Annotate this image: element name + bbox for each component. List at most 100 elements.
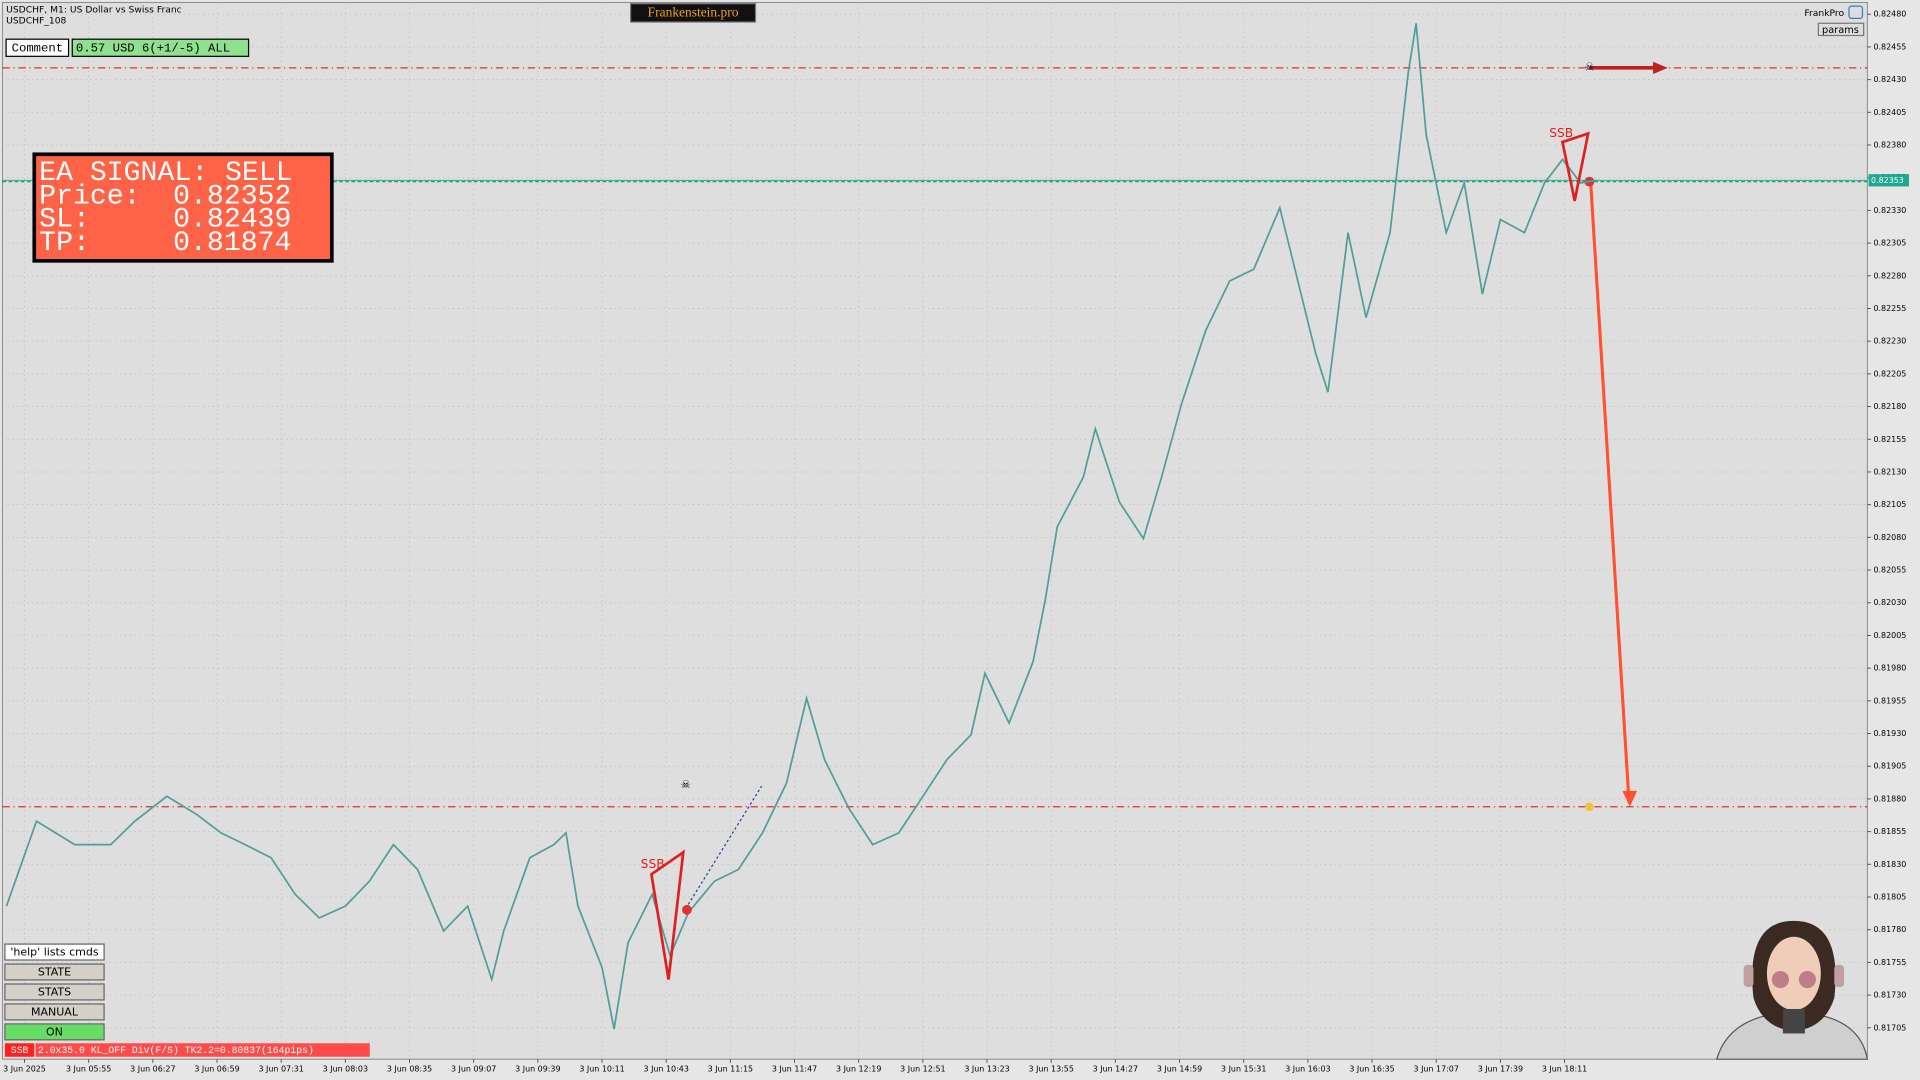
y-tick-label: 0.82030 bbox=[1873, 598, 1906, 607]
comment-label: Comment bbox=[12, 42, 63, 56]
comment-label-box bbox=[5, 38, 70, 57]
y-tick-label: 0.82480 bbox=[1873, 10, 1906, 19]
command-button-label: ON bbox=[46, 1025, 63, 1038]
comment-value: 0.57 USD 6(+1/-5) ALL bbox=[76, 42, 230, 56]
y-tick-label: 0.81780 bbox=[1873, 925, 1906, 934]
x-tick-label: 3 Jun 09:07 bbox=[451, 1064, 496, 1073]
x-tick-label: 3 Jun 07:31 bbox=[258, 1064, 303, 1073]
signal-row-value: 0.82352 bbox=[173, 181, 291, 212]
tp-arrow bbox=[1589, 181, 1631, 795]
button-panel: 'help' lists cmds STATE STATS MANUAL ON bbox=[4, 943, 105, 1041]
x-tick-label: 3 Jun 16:35 bbox=[1349, 1064, 1394, 1073]
x-tick-label: 3 Jun 05:55 bbox=[66, 1064, 111, 1073]
price-line bbox=[5, 23, 1597, 1030]
y-tick-label: 0.81755 bbox=[1873, 958, 1906, 967]
x-tick-label: 3 Jun 12:51 bbox=[900, 1064, 945, 1073]
signal-row-label: TP: bbox=[39, 228, 90, 259]
x-tick-label: 3 Jun 11:15 bbox=[708, 1064, 753, 1073]
y-tick-label: 0.82280 bbox=[1873, 271, 1906, 280]
y-tick-label: 0.82430 bbox=[1873, 75, 1906, 84]
y-tick-label: 0.81930 bbox=[1873, 729, 1906, 738]
signal-title: EA SIGNAL: SELL bbox=[39, 158, 292, 189]
x-tick-label: 3 Jun 18:11 bbox=[1542, 1064, 1587, 1073]
command-button[interactable] bbox=[4, 983, 105, 1001]
y-tick-label: 0.82080 bbox=[1873, 533, 1906, 542]
symbol-label: USDCHF, M1: US Dollar vs Swiss Franc bbox=[6, 4, 182, 15]
y-tick-label: 0.82180 bbox=[1873, 402, 1906, 411]
pattern-label: SSB bbox=[1549, 126, 1573, 140]
y-tick-label: 0.81830 bbox=[1873, 860, 1906, 869]
x-tick-label: 3 Jun 17:39 bbox=[1478, 1064, 1523, 1073]
x-tick-label: 3 Jun 06:27 bbox=[130, 1064, 175, 1073]
tp-marker bbox=[1585, 802, 1594, 812]
user-label: FrankPro bbox=[1804, 8, 1844, 19]
y-tick-label: 0.82455 bbox=[1873, 42, 1906, 51]
skull-icon: ☠ bbox=[1584, 60, 1594, 73]
sl-arrow-head bbox=[1653, 61, 1668, 74]
current-price-tag bbox=[1868, 174, 1909, 187]
y-tick-label: 0.81730 bbox=[1873, 991, 1906, 1000]
pattern-triangle bbox=[649, 849, 685, 980]
pattern-label: SSB bbox=[641, 857, 665, 871]
x-tick-label: 3 Jun 13:23 bbox=[964, 1064, 1009, 1073]
pattern-triangle bbox=[1560, 131, 1590, 202]
y-tick-label: 0.82005 bbox=[1873, 631, 1906, 640]
series bbox=[5, 23, 1597, 1030]
x-tick-label: 3 Jun 06:59 bbox=[194, 1064, 239, 1073]
x-tick-label: 3 Jun 12:19 bbox=[836, 1064, 881, 1073]
current-price-label: 0.82353 bbox=[1871, 176, 1904, 185]
y-tick-label: 0.82330 bbox=[1873, 206, 1906, 215]
skull-icon: ☠ bbox=[681, 778, 691, 791]
command-button-label: STATS bbox=[38, 986, 71, 999]
y-tick-label: 0.82155 bbox=[1873, 435, 1906, 444]
signal-rows: Price: 0.82352 SL: 0.82439 TP: 0.81874 bbox=[39, 181, 291, 259]
x-tick-label: 3 Jun 11:47 bbox=[772, 1064, 817, 1073]
y-tick-label: 0.82255 bbox=[1873, 304, 1906, 313]
command-button-label: 'help' lists cmds bbox=[10, 946, 99, 959]
y-tick-label: 0.82380 bbox=[1873, 141, 1906, 150]
y-tick-label: 0.82305 bbox=[1873, 239, 1906, 248]
command-button[interactable] bbox=[4, 1023, 105, 1041]
command-button-label: STATE bbox=[38, 966, 71, 979]
y-tick-label: 0.82105 bbox=[1873, 500, 1906, 509]
y-tick-label: 0.82205 bbox=[1873, 369, 1906, 378]
brand: Frankenstein.pro bbox=[648, 5, 739, 20]
brand-box bbox=[630, 3, 757, 23]
status-tag: SSB bbox=[11, 1045, 29, 1056]
x-tick-label: 3 Jun 14:27 bbox=[1093, 1064, 1138, 1073]
x-tick-label: 3 Jun 09:39 bbox=[515, 1064, 560, 1073]
x-tick-label: 3 Jun 08:35 bbox=[387, 1064, 432, 1073]
signal-box bbox=[32, 152, 334, 263]
command-button-label: MANUAL bbox=[31, 1006, 79, 1019]
status-box bbox=[35, 1043, 370, 1057]
x-tick-label: 3 Jun 10:11 bbox=[579, 1064, 624, 1073]
status-text: 2.0x35.0 KL_OFF Div(F/S) TK2.2=0.80837(1… bbox=[38, 1045, 314, 1056]
params-label: params bbox=[1822, 25, 1859, 36]
y-tick-label: 0.81705 bbox=[1873, 1023, 1906, 1032]
y-tick-label: 0.82230 bbox=[1873, 337, 1906, 346]
user-icon bbox=[1848, 5, 1864, 19]
x-tick-label: 3 Jun 16:03 bbox=[1285, 1064, 1330, 1073]
command-button[interactable] bbox=[4, 943, 105, 961]
signal-row-value: 0.81874 bbox=[173, 228, 291, 259]
y-tick-label: 0.81980 bbox=[1873, 664, 1906, 673]
y-tick-label: 0.81805 bbox=[1873, 893, 1906, 902]
comment-value-box bbox=[71, 38, 250, 57]
y-tick-label: 0.81955 bbox=[1873, 696, 1906, 705]
command-button[interactable] bbox=[4, 963, 105, 981]
y-tick-label: 0.82055 bbox=[1873, 566, 1906, 575]
y-tick-label: 0.81855 bbox=[1873, 827, 1906, 836]
x-tick-label: 3 Jun 2025 bbox=[3, 1064, 46, 1073]
signal-row-label: Price: bbox=[39, 181, 140, 212]
x-tick-label: 3 Jun 15:31 bbox=[1221, 1064, 1266, 1073]
command-button[interactable] bbox=[4, 1003, 105, 1021]
x-tick-label: 3 Jun 10:43 bbox=[644, 1064, 689, 1073]
x-tick-label: 3 Jun 13:55 bbox=[1029, 1064, 1074, 1073]
y-tick-label: 0.82130 bbox=[1873, 467, 1906, 476]
params-button[interactable] bbox=[1817, 22, 1865, 37]
y-tick-label: 0.81880 bbox=[1873, 794, 1906, 803]
account-label: USDCHF_108 bbox=[6, 15, 66, 26]
